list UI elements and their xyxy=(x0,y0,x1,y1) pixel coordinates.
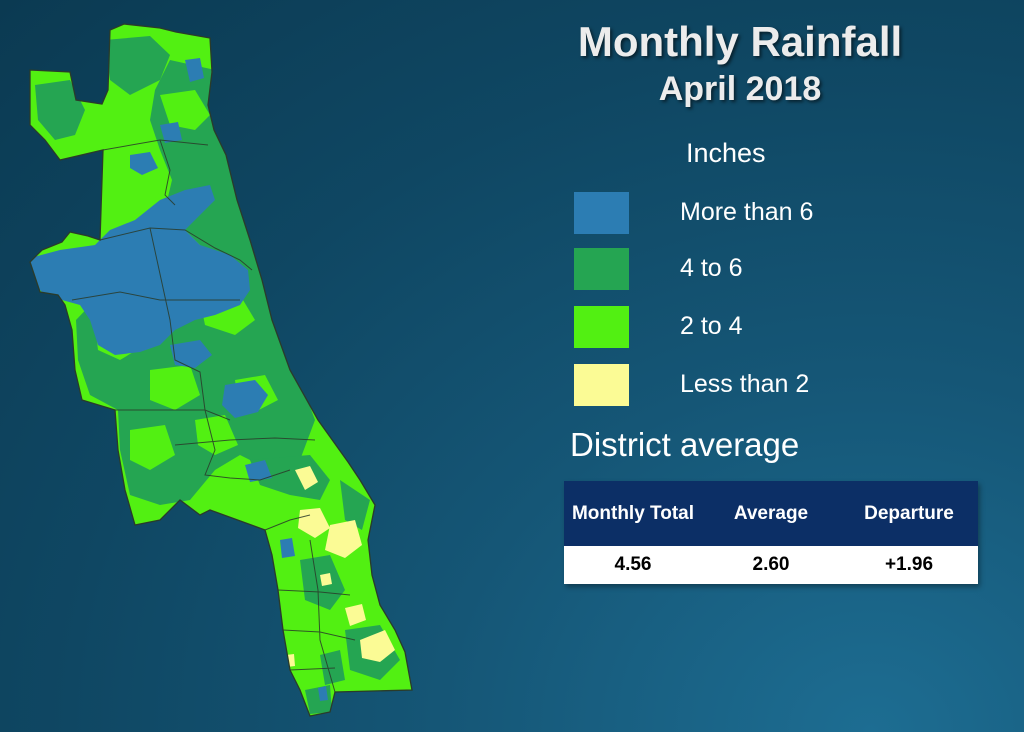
legend-item-less-than-2: Less than 2 xyxy=(574,364,974,406)
county-borders xyxy=(71,139,356,693)
legend-swatch xyxy=(574,306,629,348)
value-average: 2.60 xyxy=(702,546,840,584)
legend-item-2-to-4: 2 to 4 xyxy=(574,306,974,348)
legend-label: Less than 2 xyxy=(680,370,810,398)
rainfall-map xyxy=(0,0,430,732)
value-departure: +1.96 xyxy=(840,546,978,584)
column-header-average: Average xyxy=(702,481,840,546)
legend-label: More than 6 xyxy=(680,198,814,226)
rain-zone-more-than-6 xyxy=(30,58,328,701)
legend-swatch xyxy=(574,364,629,406)
legend-item-4-to-6: 4 to 6 xyxy=(574,248,974,290)
legend-swatch xyxy=(574,248,629,290)
legend-label: 2 to 4 xyxy=(680,312,743,340)
map-title: Monthly Rainfall xyxy=(577,18,903,65)
legend-item-more-than-6: More than 6 xyxy=(574,192,974,234)
legend-swatch xyxy=(574,192,629,234)
district-average-heading: District average xyxy=(570,426,800,463)
column-header-monthly-total: Monthly Total xyxy=(564,481,702,546)
legend-units: Inches xyxy=(686,138,766,168)
map-subtitle: April 2018 xyxy=(658,70,822,108)
district-average-table: Monthly Total Average Departure 4.56 2.6… xyxy=(564,481,978,584)
legend-label: 4 to 6 xyxy=(680,254,743,282)
table-header-row: Monthly Total Average Departure xyxy=(564,481,978,546)
value-monthly-total: 4.56 xyxy=(564,546,702,584)
column-header-departure: Departure xyxy=(840,481,978,546)
table-row: 4.56 2.60 +1.96 xyxy=(564,546,978,584)
